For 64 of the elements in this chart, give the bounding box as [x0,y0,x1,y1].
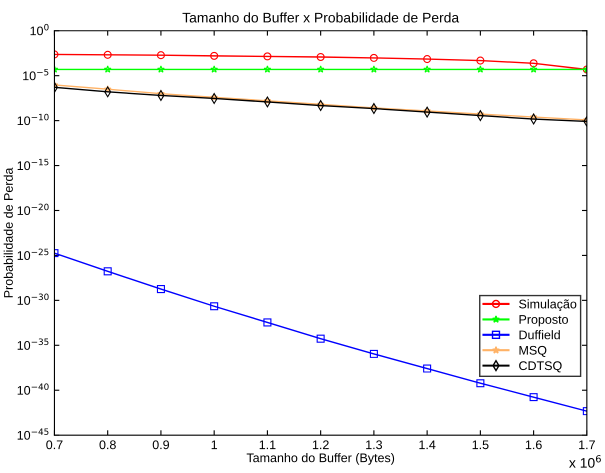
point [423,55,432,64]
x-tick-label: 0.9 [152,440,170,450]
y-tick-label: 10$^{−30}$ [18,294,49,305]
x-tick-label: 1.4 [419,440,436,450]
point [476,65,484,73]
point [104,50,112,59]
x-tick-label: 1.2 [312,440,329,450]
legend-label: Proposto [520,315,568,326]
point [530,65,538,73]
text: x 10$^{6}$ [569,455,601,468]
y-tick-label: 10$^{0}$ [30,24,49,36]
point [316,334,325,343]
point [157,65,165,73]
x-tick-label: 1.1 [260,440,276,450]
y-tick-label: 10$^{−35}$ [18,338,48,350]
point [156,285,165,294]
y-tick-label: 10$^{−45}$ [18,428,48,440]
y-tick-label: 10$^{−5}$ [23,68,48,80]
legend-label: Duffield [520,330,560,340]
point [104,267,112,276]
point [210,52,218,60]
legend-label: CDTSQ [519,361,562,372]
x-tick-label: 0.7 [46,440,63,450]
x-tick-label: 1.7 [579,440,595,450]
point [104,85,112,93]
point [476,379,484,388]
y-tick-label: 10$^{−25}$ [18,248,48,260]
y-tick-label: 10$^{−15}$ [18,158,48,170]
point [210,302,218,310]
point [423,106,431,114]
point [104,65,112,73]
point [316,52,325,62]
chart-title: Tamanho do Buffer x Probabilidade de Perda [182,12,460,23]
x-tick-label: 1.5 [472,440,489,450]
point [370,65,378,73]
point [370,54,378,62]
point [423,364,432,373]
point [156,51,165,60]
point [316,65,325,73]
x-tick-label: 1.6 [526,440,542,450]
point [263,318,272,326]
point [370,350,378,358]
point [423,65,431,73]
point [264,65,272,73]
y-tick-label: 10$^{−20}$ [18,204,49,216]
point [263,52,272,60]
point [370,104,378,112]
legend-label: MSQ [520,346,546,357]
legend-label: Simulação [519,299,576,311]
point [316,100,325,108]
point [476,56,484,65]
point [264,96,272,104]
point [530,393,538,402]
point [210,65,218,73]
x-axis-title: Tamanho do Buffer (Bytes) [246,453,394,465]
point [530,59,538,68]
y-axis-title: Probabilidade de Perda [4,168,13,298]
y-tick-label: 10$^{−40}$ [18,383,49,395]
x-tick-label: 0.8 [99,440,116,450]
x-tick-label: 1.3 [366,440,382,450]
x-tick-label: 1 [212,440,218,450]
point [476,110,484,118]
point [210,93,218,101]
y-tick-label: 10$^{−10}$ [18,114,49,126]
